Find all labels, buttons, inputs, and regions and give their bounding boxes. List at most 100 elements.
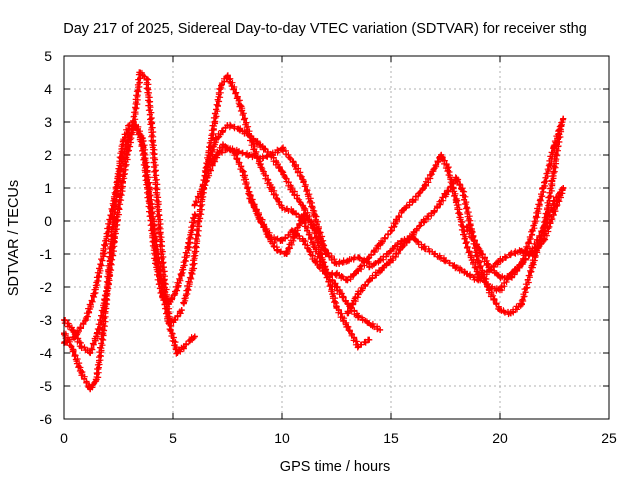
data-point [117, 165, 124, 172]
data-point [130, 119, 137, 125]
data-point [289, 208, 296, 215]
data-point [333, 284, 340, 290]
data-point [518, 260, 525, 267]
data-point [486, 264, 493, 271]
data-point [237, 102, 244, 109]
data-point [172, 317, 179, 323]
data-point [257, 142, 264, 149]
data-point [100, 251, 107, 257]
data-point [143, 76, 150, 83]
x-tick-label: 15 [383, 430, 399, 446]
data-point [431, 251, 438, 257]
data-point [172, 290, 179, 297]
data-point [235, 125, 242, 132]
data-point [78, 369, 85, 376]
data-point [137, 69, 144, 76]
data-point [549, 178, 556, 185]
data-point [475, 257, 482, 264]
data-point [344, 277, 351, 284]
data-point [283, 251, 290, 257]
y-tick-label: 2 [44, 147, 52, 163]
data-point [475, 277, 482, 284]
data-point [377, 326, 384, 333]
x-tick-label: 5 [169, 430, 177, 446]
y-tick-label: -5 [40, 378, 53, 394]
data-point [497, 257, 503, 264]
data-point [388, 247, 394, 254]
data-point [409, 234, 416, 241]
data-point [333, 270, 340, 277]
data-point [388, 227, 394, 234]
data-point [191, 201, 198, 208]
data-point [152, 237, 159, 244]
data-point [497, 287, 503, 294]
data-point [109, 208, 115, 215]
data-point [311, 257, 318, 264]
data-point [486, 287, 493, 294]
data-point [279, 168, 285, 175]
data-point [126, 132, 133, 139]
data-point [213, 152, 220, 158]
data-point [213, 135, 220, 142]
data-point [420, 185, 427, 191]
data-point [220, 142, 227, 149]
data-point [420, 244, 427, 251]
data-point [453, 198, 460, 205]
data-point [224, 122, 231, 129]
data-point [497, 274, 503, 281]
data-point [289, 227, 296, 234]
data-point [279, 145, 285, 152]
x-tick-label: 0 [60, 430, 68, 446]
data-point [300, 211, 307, 218]
y-tick-label: 4 [44, 81, 52, 97]
data-point [146, 185, 152, 191]
data-point [93, 376, 100, 383]
data-point [87, 386, 94, 393]
data-point [366, 336, 373, 343]
data-point [377, 241, 384, 248]
data-point [104, 284, 111, 290]
data-point [239, 168, 246, 175]
data-point [322, 251, 329, 257]
data-point [518, 300, 525, 307]
data-point [366, 320, 373, 327]
data-point [91, 290, 98, 297]
data-point [82, 317, 89, 323]
series-track-3 [61, 122, 185, 347]
y-tick-label: 1 [44, 180, 52, 196]
data-point [78, 343, 85, 350]
plot-area [61, 69, 567, 393]
data-point [311, 211, 318, 218]
data-point [442, 191, 449, 198]
data-point [475, 244, 482, 251]
data-point [235, 148, 242, 155]
data-point [420, 218, 427, 224]
data-point [355, 343, 362, 350]
data-point [377, 257, 384, 264]
data-point [257, 218, 264, 224]
series-track-11 [463, 115, 567, 282]
data-point [388, 257, 394, 264]
y-tick-label: -6 [40, 411, 53, 427]
y-axis-label: SDTVAR / TECUs [6, 180, 22, 296]
data-point [211, 119, 218, 125]
data-point [453, 175, 460, 182]
data-point [246, 191, 253, 198]
data-point [100, 330, 107, 337]
data-point [132, 122, 139, 129]
data-point [268, 152, 275, 158]
data-point [257, 155, 264, 162]
data-point [178, 270, 185, 277]
data-point [344, 257, 351, 264]
data-point [453, 264, 460, 271]
data-point [191, 211, 198, 218]
data-point [366, 264, 373, 271]
data-point [444, 165, 451, 172]
data-point [507, 274, 514, 281]
data-point [551, 208, 558, 215]
x-tick-label: 20 [492, 430, 508, 446]
data-point [279, 204, 285, 211]
data-point [333, 260, 340, 267]
chart-title: Day 217 of 2025, Sidereal Day-to-day VTE… [63, 21, 587, 37]
